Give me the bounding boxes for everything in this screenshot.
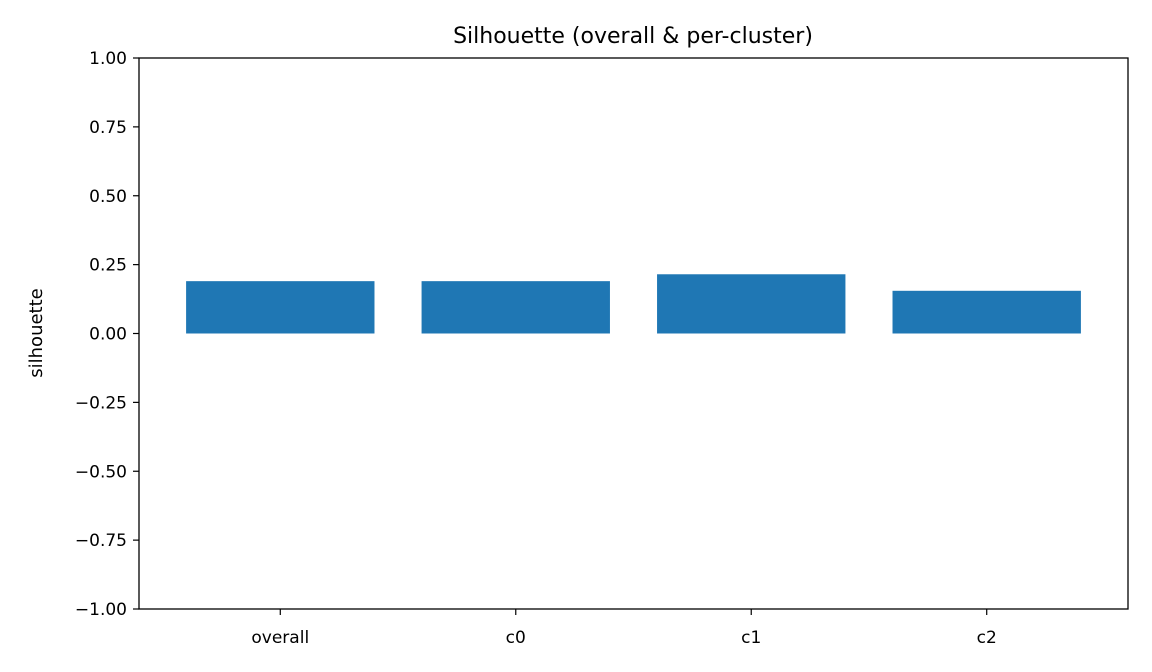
- ticks-layer: overall c0 c1 c2 −1.00 −0.75 −0.50 −0.25 0.00 0.2…: [75, 49, 997, 648]
- y-tick-label: −1.00: [75, 600, 127, 620]
- y-tick-label: −0.75: [75, 531, 127, 551]
- y-tick-label: 1.00: [89, 49, 127, 69]
- bar-c0: [421, 281, 610, 334]
- y-tick-label: −0.50: [75, 462, 127, 482]
- bar-c2: [892, 290, 1081, 334]
- y-tick-label: 0.00: [89, 325, 127, 345]
- bars-layer: [186, 274, 1081, 334]
- x-tick-label: overall: [251, 628, 309, 648]
- x-tick-label: c2: [977, 628, 997, 648]
- y-tick-label: 0.25: [89, 256, 127, 276]
- bar-c1: [657, 274, 846, 334]
- y-tick-label: −0.25: [75, 393, 127, 413]
- y-tick-label: 0.50: [89, 187, 127, 207]
- y-tick-label: 0.75: [89, 118, 127, 138]
- x-tick-label: c0: [506, 628, 526, 648]
- x-tick-label: c1: [741, 628, 761, 648]
- bar-overall: [186, 281, 375, 334]
- plot-area-frame: [138, 57, 1129, 610]
- chart-title: Silhouette (overall & per-cluster): [453, 24, 813, 49]
- y-axis-label: silhouette: [26, 288, 47, 377]
